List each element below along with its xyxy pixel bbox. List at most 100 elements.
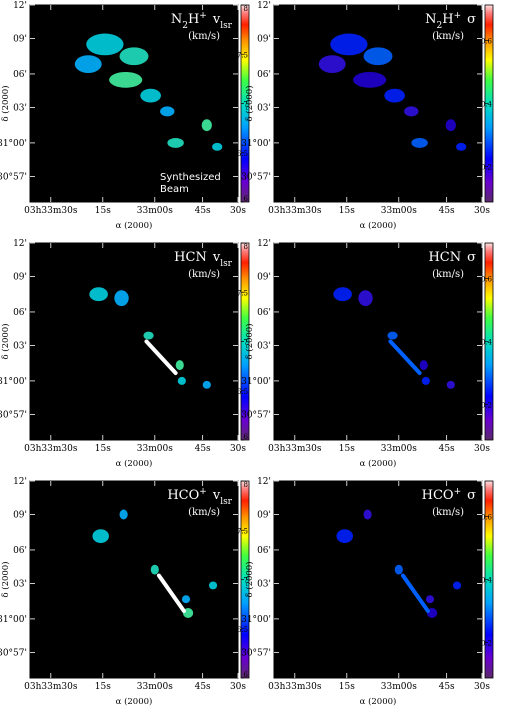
colorbar-tick-label: 6	[244, 195, 249, 203]
panel-hco-sigma: HCO+ σ (km/s) 03h33m30s 15s 33m00s 45s 30s α (20…	[241, 477, 494, 707]
dec-tick-label: 06'	[13, 546, 27, 556]
dec-tick-label: 31°00'	[0, 377, 27, 387]
emission-ridge	[388, 339, 422, 376]
emission-region	[140, 88, 161, 103]
emission-region	[92, 529, 109, 544]
colorbar-tick-label: 7.5	[237, 51, 248, 59]
emission-region	[318, 55, 346, 73]
ra-tick-label: 30s	[474, 682, 490, 692]
colorbar-tick-label: 0.6	[481, 513, 493, 521]
ra-tick-label: 15s	[339, 682, 355, 692]
dec-tick-label: 12'	[257, 477, 271, 487]
ra-tick-label: 03h33m30s	[268, 682, 322, 692]
colorbar-tick-label: 0.4	[481, 101, 493, 109]
map-area	[273, 242, 483, 441]
emission-region	[160, 106, 175, 117]
ra-tick-label: 45s	[195, 682, 211, 692]
dec-tick-label: 12'	[257, 239, 271, 249]
dec-tick-label: 06'	[257, 546, 271, 556]
emission-region	[201, 119, 212, 132]
dec-tick-label: 31°00'	[0, 139, 27, 149]
colorbar-tick-label: 8	[244, 243, 248, 251]
emission-region	[404, 106, 419, 117]
ra-tick-label: 45s	[439, 206, 455, 216]
colorbar-tick-label: 7.5	[237, 289, 248, 297]
emission-region	[330, 33, 368, 56]
ra-tick-label: 03h33m30s	[24, 206, 78, 216]
dec-tick-label: 31°00'	[241, 377, 271, 387]
ra-tick-label: 45s	[195, 444, 211, 454]
map-area	[29, 4, 239, 203]
x-axis-label: α (2000)	[116, 696, 153, 707]
emission-ridge	[144, 339, 178, 376]
colorbar-tick-label: 6.5	[237, 626, 248, 634]
colorbar-tick-label: 6.5	[237, 150, 248, 158]
emission-region	[114, 290, 129, 307]
emission-ridge	[400, 573, 430, 614]
emission-region	[119, 47, 149, 66]
y-axis-label: δ (2000)	[244, 85, 255, 121]
panel-units: (km/s)	[188, 269, 220, 280]
ra-tick-label: 30s	[474, 444, 490, 454]
ra-tick-label: 03h33m30s	[268, 444, 322, 454]
panel-title: HCN σ	[428, 250, 476, 265]
colorbar-tick-label: 0.4	[481, 339, 493, 347]
dec-tick-label: 09'	[13, 34, 27, 44]
colorbar-tick-label: 6	[244, 433, 249, 441]
panel-units: (km/s)	[432, 507, 464, 518]
ra-tick-label: 45s	[439, 682, 455, 692]
x-axis-label: α (2000)	[360, 458, 397, 469]
dec-tick-label: 03'	[13, 579, 27, 589]
ra-tick-label: 33m00s	[137, 206, 173, 216]
ra-tick-label: 30s	[474, 206, 490, 216]
emission-region	[387, 331, 398, 340]
emission-region	[353, 71, 387, 88]
panel-title: HCO+ σ	[422, 487, 477, 503]
panel-units: (km/s)	[188, 507, 220, 518]
emission-region	[446, 380, 455, 389]
emission-region	[333, 287, 352, 302]
dec-tick-label: 12'	[13, 477, 27, 487]
ra-tick-label: 03h33m30s	[24, 682, 78, 692]
dec-tick-label: 30°57'	[0, 648, 27, 658]
ra-tick-label: 15s	[339, 206, 355, 216]
colorbar-tick-label: 7	[244, 339, 248, 347]
x-axis-label: α (2000)	[116, 458, 153, 469]
ra-tick-label: 33m00s	[137, 682, 173, 692]
colorbar-tick-label: 7	[244, 577, 248, 585]
ra-tick-label: 33m00s	[381, 682, 417, 692]
ra-tick-label: 30s	[230, 682, 246, 692]
panel-units: (km/s)	[432, 31, 464, 42]
ra-tick-label: 03h33m30s	[268, 206, 322, 216]
dec-tick-label: 12'	[13, 239, 27, 249]
x-axis-label: α (2000)	[116, 220, 153, 231]
emission-region	[384, 88, 405, 103]
panel-hco-vlsr: HCO+ vlsr(km/s)03h33m30s 15s 33m00s 45s 30sα …	[0, 477, 250, 707]
y-axis-label: δ (2000)	[0, 85, 11, 121]
ra-tick-label: 33m00s	[381, 444, 417, 454]
emission-region	[425, 595, 435, 604]
emission-region	[208, 581, 218, 590]
dec-tick-label: 03'	[13, 103, 27, 113]
x-axis-label: α (2000)	[360, 696, 397, 707]
dec-tick-label: 30°57'	[0, 410, 27, 420]
dec-tick-label: 03'	[257, 103, 271, 113]
emission-region	[181, 595, 191, 604]
emission-region	[202, 380, 211, 389]
x-axis-label: α (2000)	[360, 220, 397, 231]
dec-tick-label: 09'	[257, 510, 271, 520]
y-axis-label: δ (2000)	[0, 323, 11, 359]
panel-units: (km/s)	[432, 269, 464, 280]
ra-tick-label: 15s	[95, 682, 111, 692]
dec-tick-label: 30°57'	[241, 648, 271, 658]
ra-tick-label: 03h33m30s	[24, 444, 78, 454]
ra-tick-label: 33m00s	[381, 206, 417, 216]
emission-region	[175, 360, 184, 371]
emission-region	[89, 287, 108, 302]
colorbar-tick-label: 0.2	[481, 402, 492, 410]
ra-tick-label: 15s	[339, 444, 355, 454]
emission-region	[363, 47, 393, 66]
dec-tick-label: 30°57'	[241, 410, 271, 420]
dec-tick-label: 12'	[13, 1, 27, 11]
